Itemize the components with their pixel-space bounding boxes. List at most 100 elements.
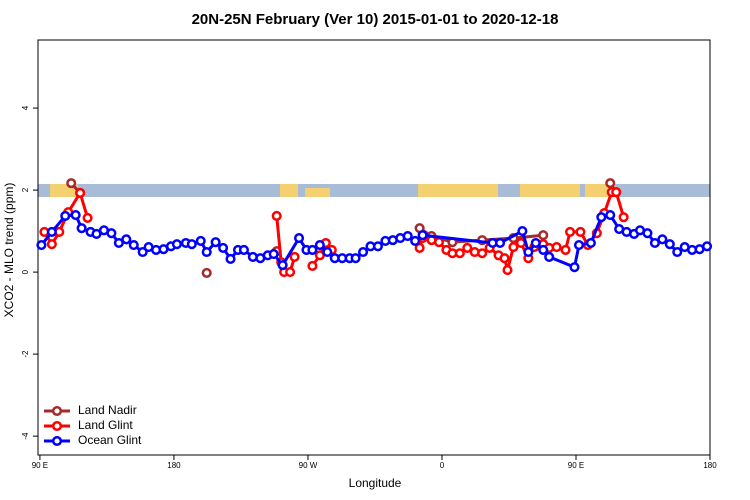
data-point [82, 212, 93, 224]
land-strip [520, 184, 580, 197]
data-point [517, 226, 528, 237]
data-point [358, 246, 369, 258]
data-point [195, 235, 206, 246]
data-point [410, 235, 421, 246]
data-point [575, 226, 586, 237]
data-point [201, 267, 212, 278]
data-point [596, 212, 607, 223]
data-point [523, 246, 534, 258]
data-point [218, 242, 229, 253]
data-point [350, 253, 361, 264]
data-point [499, 253, 510, 264]
legend-marker [51, 420, 63, 432]
data-point [573, 239, 585, 251]
y-tick-label: -4 [21, 432, 30, 440]
data-point [560, 244, 571, 256]
data-point [605, 178, 616, 189]
data-point [494, 237, 506, 249]
data-point [657, 234, 668, 245]
data-point [585, 237, 596, 249]
data-point [477, 248, 488, 259]
data-point [75, 187, 86, 199]
x-tick-label: 0 [440, 461, 445, 470]
data-point [322, 246, 333, 258]
data-point [538, 230, 549, 241]
data-point [186, 239, 197, 250]
data-point [91, 228, 102, 240]
data-point [137, 246, 148, 258]
data-point [285, 267, 296, 278]
data-point [372, 241, 383, 252]
data-point [569, 262, 580, 273]
data-point [433, 237, 445, 248]
data-point [551, 242, 562, 253]
data-point [201, 246, 212, 258]
data-point [76, 223, 87, 234]
data-point [618, 212, 629, 223]
data-point [225, 253, 236, 265]
data-point [60, 210, 71, 221]
data-point [171, 239, 182, 250]
x-tick-label: 90 E [568, 461, 584, 470]
data-point [277, 260, 288, 271]
legend-label: Land Glint [78, 418, 133, 432]
data-point [417, 230, 428, 241]
data-point [268, 249, 279, 260]
data-point [454, 248, 465, 259]
x-axis-label: Longitude [349, 476, 402, 490]
y-axis-label: XCO2 - MLO trend (ppm) [2, 183, 16, 318]
data-point [564, 226, 576, 237]
data-point [238, 244, 249, 256]
data-point [314, 239, 325, 251]
land-strip [305, 188, 330, 197]
y-tick-label: 4 [21, 105, 30, 110]
data-point [36, 239, 47, 251]
data-point [121, 234, 132, 245]
data-point [289, 251, 300, 262]
y-tick-label: -2 [21, 350, 30, 358]
series-line [40, 213, 708, 270]
data-point [307, 260, 318, 272]
data-point [649, 237, 660, 249]
legend-marker [51, 405, 63, 417]
x-tick-label: 180 [167, 461, 181, 470]
x-tick-label: 180 [703, 461, 717, 470]
data-point [642, 228, 653, 239]
x-tick-label: 90 W [299, 461, 318, 470]
data-point [271, 210, 282, 221]
legend-label: Land Nadir [78, 403, 137, 417]
chart-title: 20N-25N February (Ver 10) 2015-01-01 to … [192, 11, 559, 28]
data-point [605, 210, 616, 221]
legend-marker [51, 435, 63, 447]
data-point [307, 244, 318, 256]
data-point [508, 242, 519, 253]
land-strip [280, 184, 298, 197]
data-point [66, 178, 77, 189]
land-strip [418, 184, 498, 197]
data-point [128, 239, 139, 251]
data-point [106, 228, 117, 239]
data-point [672, 246, 683, 258]
data-point [611, 187, 622, 198]
data-point [502, 265, 513, 276]
data-point [402, 230, 413, 242]
data-point [530, 237, 541, 249]
y-tick-label: 2 [21, 187, 30, 192]
data-point [538, 244, 549, 256]
data-point [414, 242, 425, 253]
data-point [462, 242, 473, 253]
data-point [46, 226, 57, 237]
data-point [544, 251, 555, 262]
y-tick-label: 0 [21, 269, 30, 274]
data-point [210, 237, 221, 248]
data-point [46, 239, 57, 250]
data-point [70, 210, 81, 221]
data-point [113, 237, 124, 249]
data-point [293, 233, 305, 244]
legend-label: Ocean Glint [78, 433, 142, 447]
data-point [664, 239, 675, 250]
data-point [701, 241, 713, 252]
x-tick-label: 90 E [32, 461, 48, 470]
